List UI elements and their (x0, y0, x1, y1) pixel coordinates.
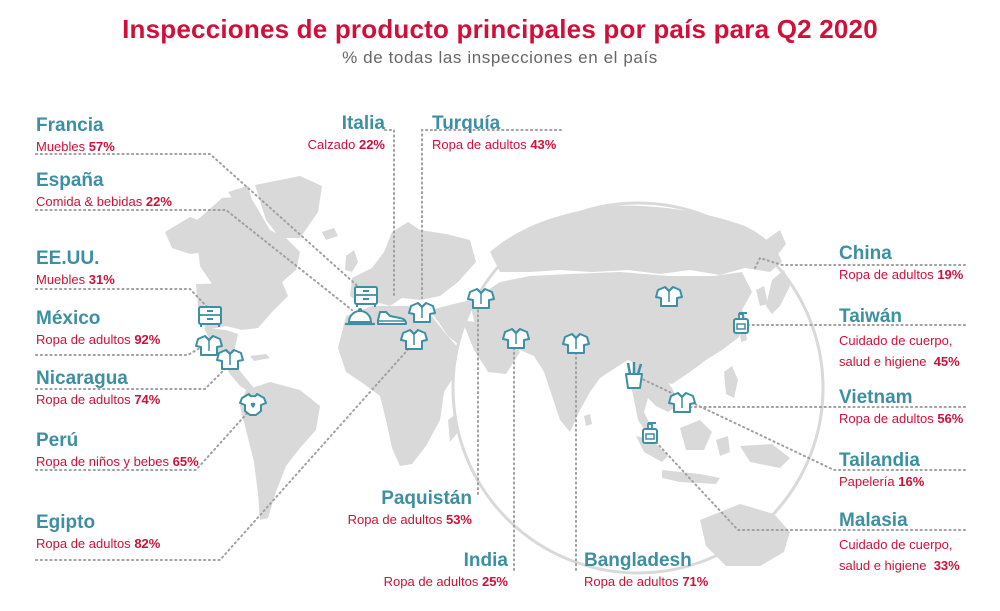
category-text: Ropa de adultos 53% (347, 511, 472, 527)
label-india: India Ropa de adultos 25% (384, 550, 508, 590)
percentage: 57% (88, 138, 115, 154)
category-text: Ropa de adultos 43% (432, 136, 557, 152)
label-francia: Francia Muebles 57% (36, 115, 115, 155)
country-name: Malasia (839, 510, 908, 531)
category-text: Ropa de niños y bebes 65% (36, 453, 199, 469)
category-text: Calzado 22% (307, 136, 385, 152)
label-egipto: Egipto Ropa de adultos 82% (36, 512, 160, 552)
label-china: China Ropa de adultos 19% (839, 243, 963, 283)
country-name: Tailandia (839, 450, 920, 471)
label-tailandia: Tailandia Papelería 16% (839, 450, 924, 490)
page-subtitle: % de todas las inspecciones en el país (342, 48, 658, 67)
country-name: Vietnam (839, 387, 913, 408)
page-title: Inspecciones de producto principales por… (122, 14, 878, 44)
country-name: Egipto (36, 512, 96, 533)
label-mexico: México Ropa de adultos 92% (36, 308, 160, 348)
category-text: Cuidado de cuerpo, salud e higiene 45% (839, 332, 960, 369)
percentage: 56% (937, 410, 964, 426)
country-name: España (36, 170, 104, 191)
label-malasia: Malasia Cuidado de cuerpo, salud e higie… (839, 510, 960, 576)
country-name: India (463, 550, 508, 571)
label-taiwan: Taiwán Cuidado de cuerpo, salud e higien… (839, 306, 960, 372)
country-name: Perú (36, 430, 79, 451)
percentage: 33% (933, 557, 960, 573)
category-text: Ropa de adultos 56% (839, 410, 964, 426)
dresser-icon (354, 286, 378, 308)
category-text: Comida & bebidas 22% (36, 193, 172, 209)
dresser-icon (198, 306, 222, 328)
category-text: Ropa de adultos 71% (584, 573, 709, 589)
percentage: 31% (88, 271, 115, 287)
category-text: Cuidado de cuerpo, salud e higiene 33% (839, 536, 960, 573)
category-text: Muebles 31% (36, 271, 115, 287)
percentage: 16% (898, 473, 925, 489)
pencil-cup-icon (624, 360, 644, 390)
percentage: 74% (134, 391, 161, 407)
country-name: EE.UU. (36, 248, 100, 269)
country-name: Paquistán (381, 488, 472, 509)
percentage: 53% (445, 511, 472, 527)
category-text: Ropa de adultos 19% (839, 266, 964, 282)
percentage: 25% (481, 573, 508, 589)
country-name: Turquía (432, 113, 501, 134)
percentage: 22% (358, 136, 385, 152)
country-name: Taiwán (839, 306, 902, 327)
percentage: 71% (682, 573, 709, 589)
percentage: 19% (937, 266, 964, 282)
percentage: 45% (933, 353, 960, 369)
connectors (35, 129, 966, 571)
category-text: Ropa de adultos 74% (36, 391, 161, 407)
label-eeuu: EE.UU. Muebles 31% (36, 248, 115, 288)
category-text: Ropa de adultos 25% (383, 573, 508, 589)
label-peru: Perú Ropa de niños y bebes 65% (36, 430, 199, 470)
label-turquia: Turquía Ropa de adultos 43% (432, 113, 556, 153)
percentage: 82% (134, 535, 161, 551)
label-vietnam: Vietnam Ropa de adultos 56% (839, 387, 963, 427)
country-name: Francia (36, 115, 104, 136)
category-text: Ropa de adultos 82% (36, 535, 161, 551)
category-text: Papelería 16% (839, 473, 925, 489)
percentage: 22% (145, 193, 172, 209)
percentage: 43% (530, 136, 557, 152)
label-espana: España Comida & bebidas 22% (36, 170, 172, 210)
label-italia: Italia Calzado 22% (308, 113, 385, 153)
percentage: 65% (172, 453, 199, 469)
shirt-icon (216, 349, 244, 370)
label-paquistan: Paquistán Ropa de adultos 53% (348, 488, 472, 528)
label-bangladesh: Bangladesh Ropa de adultos 71% (584, 550, 708, 590)
country-name: Nicaragua (36, 368, 128, 389)
country-name: México (36, 308, 101, 329)
country-name: Bangladesh (584, 550, 692, 571)
category-text: Ropa de adultos 92% (36, 331, 161, 347)
country-name: China (839, 243, 892, 264)
label-nicaragua: Nicaragua Ropa de adultos 74% (36, 368, 160, 408)
country-name: Italia (341, 113, 385, 134)
category-text: Muebles 57% (36, 138, 115, 154)
percentage: 92% (134, 331, 161, 347)
